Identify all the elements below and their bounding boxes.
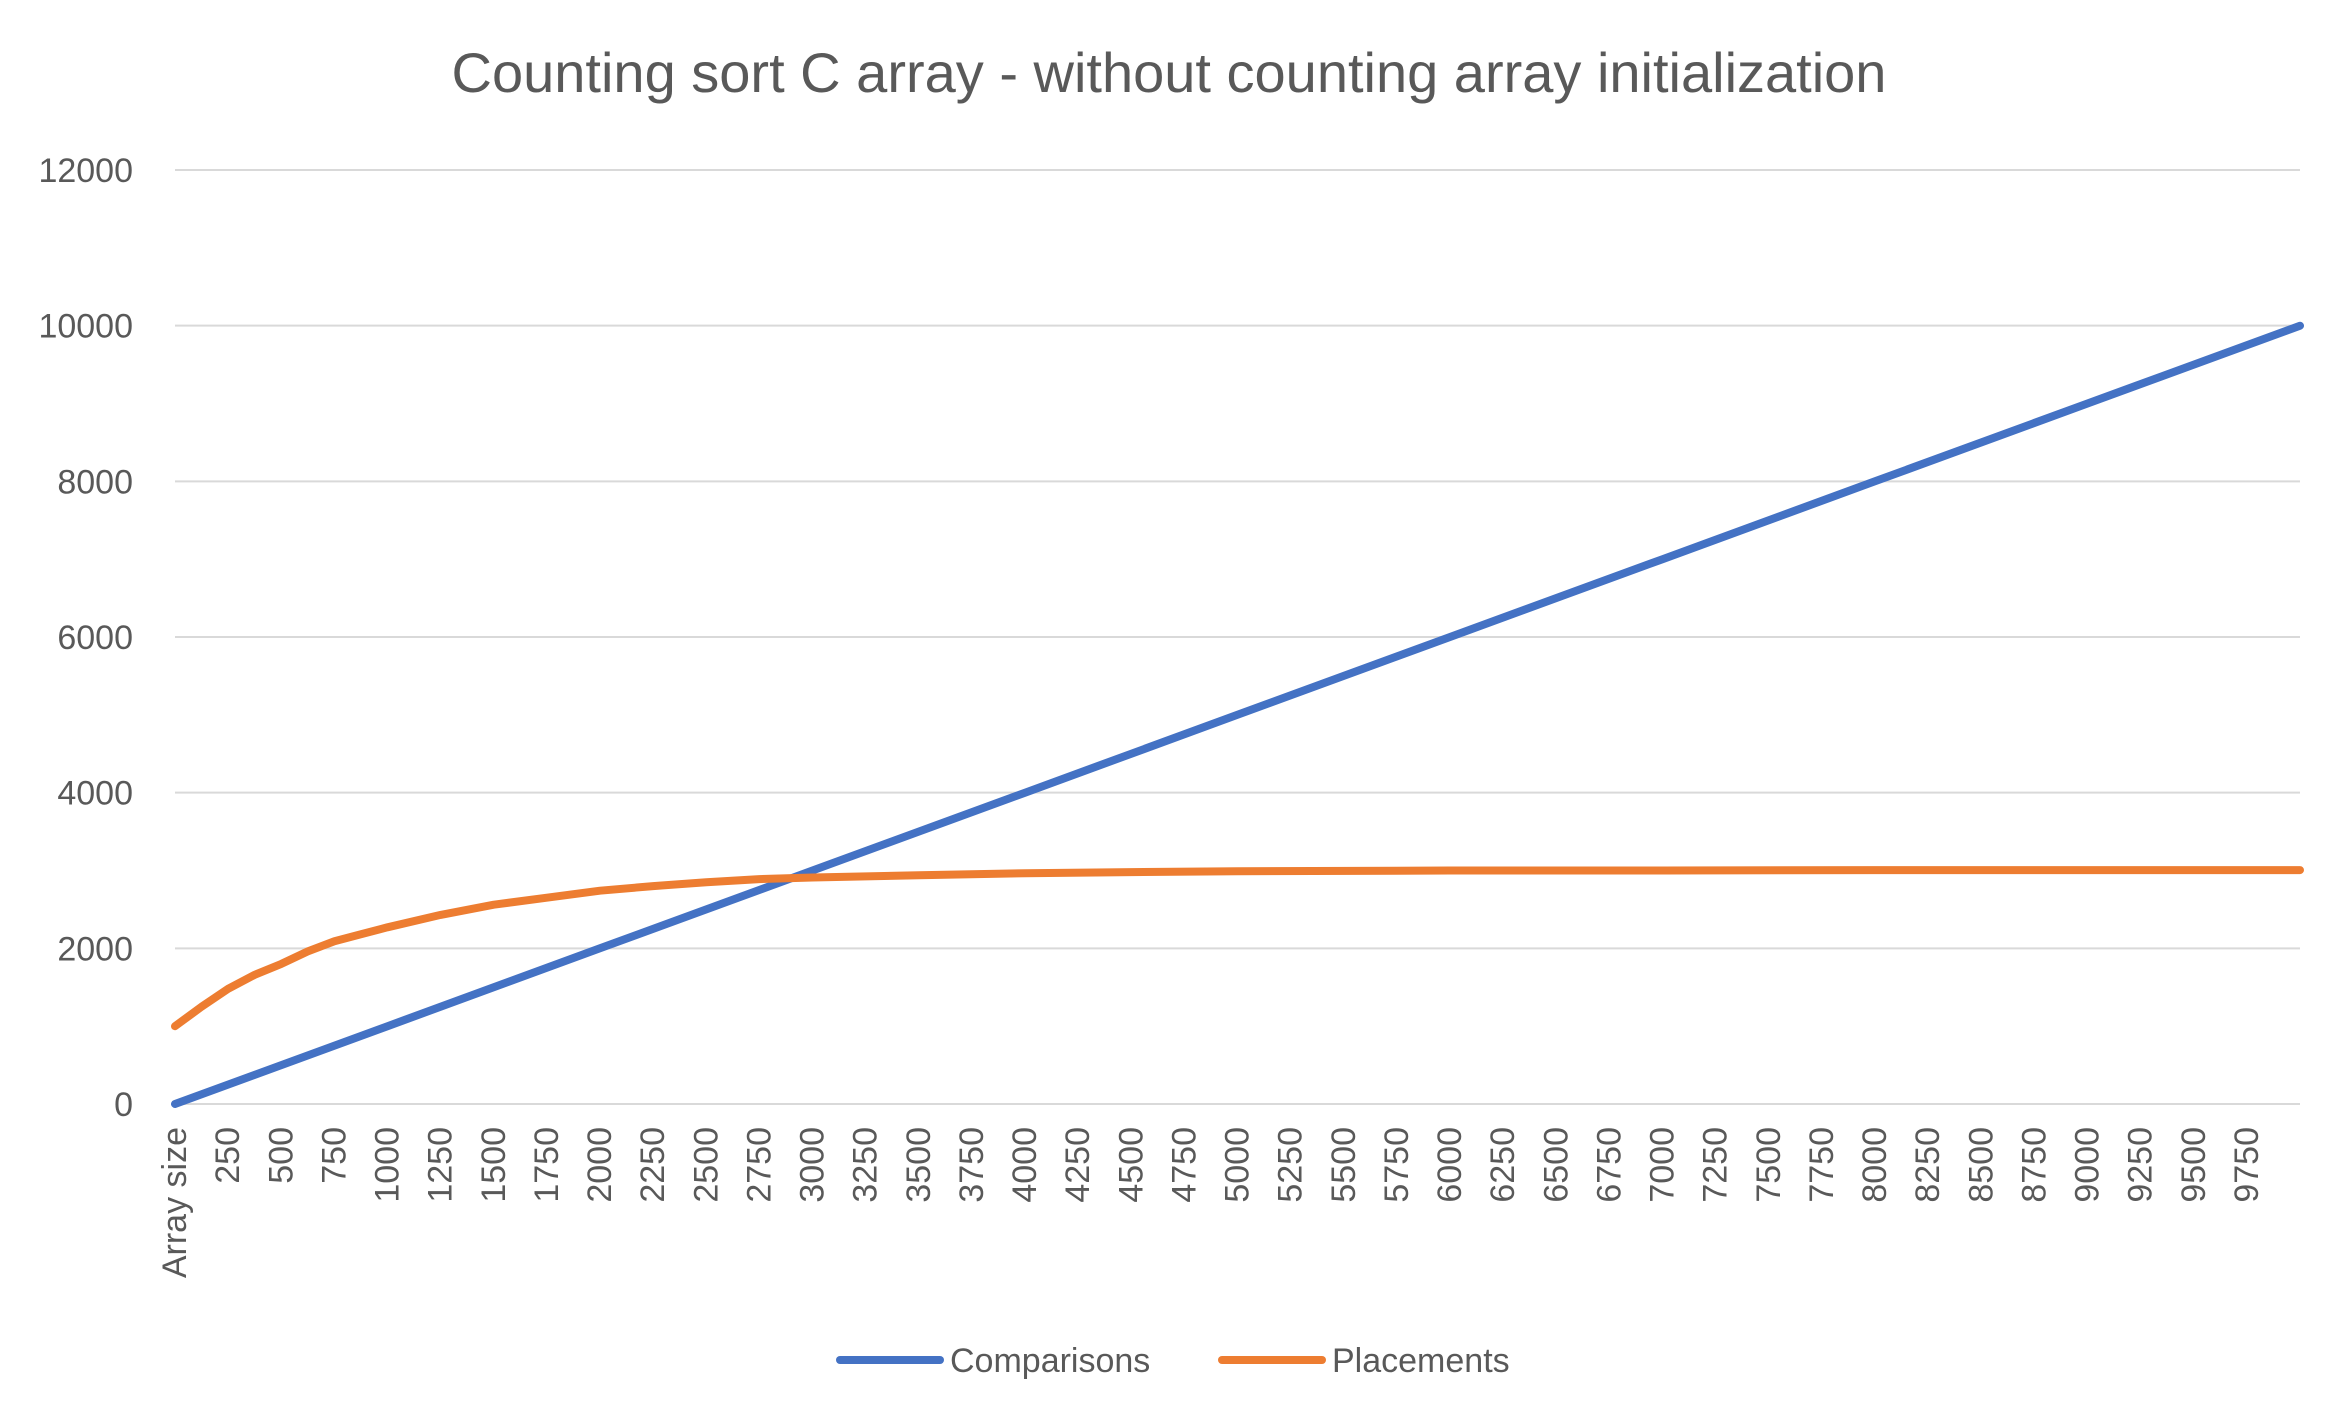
x-tick-label: 5500 — [1325, 1127, 1363, 1203]
x-tick-label: 9250 — [2122, 1127, 2160, 1203]
x-tick-label: 8750 — [2015, 1127, 2053, 1203]
series-line-placements — [171, 866, 2304, 1031]
x-tick-label: 3000 — [794, 1127, 832, 1203]
x-tick-label: 1750 — [528, 1127, 566, 1203]
y-tick-label: 0 — [114, 1086, 133, 1124]
x-tick-label: 1000 — [369, 1127, 407, 1203]
x-tick-label: 6000 — [1431, 1127, 1469, 1203]
x-tick-label: 6750 — [1590, 1127, 1628, 1203]
series-line-comparisons — [171, 321, 2304, 1108]
x-tick-label: 3250 — [847, 1127, 885, 1203]
x-tick-label: 5750 — [1378, 1127, 1416, 1203]
y-axis-ticks: 0 2000 4000 6000 8000 10000 12000 — [38, 152, 133, 1124]
legend-label-placements: Placements — [1332, 1342, 1510, 1380]
x-tick-label: 2250 — [634, 1127, 672, 1203]
x-tick-label: 9500 — [2175, 1127, 2213, 1203]
y-tick-label: 12000 — [38, 152, 133, 190]
x-tick-label: 7250 — [1697, 1127, 1735, 1203]
x-tick-label: 4000 — [1006, 1127, 1044, 1203]
y-tick-label: 4000 — [57, 775, 133, 813]
x-tick-label: 6250 — [1484, 1127, 1522, 1203]
x-tick-label: 8000 — [1856, 1127, 1894, 1203]
x-tick-label: 4500 — [1112, 1127, 1150, 1203]
x-axis-ticks: Array size 250 500 750 1000 1250 1500 1750 2000 2… — [156, 1127, 2266, 1278]
x-tick-label: 7000 — [1644, 1127, 1682, 1203]
x-tick-label: 9000 — [2069, 1127, 2107, 1203]
x-tick-label: 500 — [262, 1127, 300, 1184]
x-tick-label: 8250 — [1909, 1127, 1947, 1203]
x-tick-label: 6500 — [1537, 1127, 1575, 1203]
y-tick-label: 8000 — [57, 463, 133, 501]
x-tick-label: 3500 — [900, 1127, 938, 1203]
y-tick-label: 10000 — [38, 308, 133, 346]
x-tick-label: 2000 — [581, 1127, 619, 1203]
gridlines — [175, 169, 2300, 1105]
y-tick-label: 6000 — [57, 619, 133, 657]
x-tick-label: 5250 — [1272, 1127, 1310, 1203]
x-tick-label: 7500 — [1750, 1127, 1788, 1203]
legend: Comparisons Placements — [836, 1342, 1510, 1380]
x-tick-label: 9750 — [2228, 1127, 2266, 1203]
x-tick-label: 2750 — [740, 1127, 778, 1203]
x-tick-label: 1250 — [422, 1127, 460, 1203]
x-tick-label: 8500 — [1962, 1127, 2000, 1203]
chart-title: Counting sort C array - without counting… — [452, 41, 1887, 104]
x-tick-label: 3750 — [953, 1127, 991, 1203]
legend-label-comparisons: Comparisons — [950, 1342, 1150, 1380]
x-tick-label: Array size — [156, 1127, 194, 1278]
y-tick-label: 2000 — [57, 930, 133, 968]
x-tick-label: 2500 — [687, 1127, 725, 1203]
x-tick-label: 750 — [315, 1127, 353, 1184]
x-tick-label: 1500 — [475, 1127, 513, 1203]
x-tick-label: 5000 — [1219, 1127, 1257, 1203]
x-tick-label: 7750 — [1803, 1127, 1841, 1203]
x-tick-label: 250 — [209, 1127, 247, 1184]
series-lines — [171, 321, 2304, 1108]
x-tick-label: 4250 — [1059, 1127, 1097, 1203]
x-tick-label: 4750 — [1165, 1127, 1203, 1203]
